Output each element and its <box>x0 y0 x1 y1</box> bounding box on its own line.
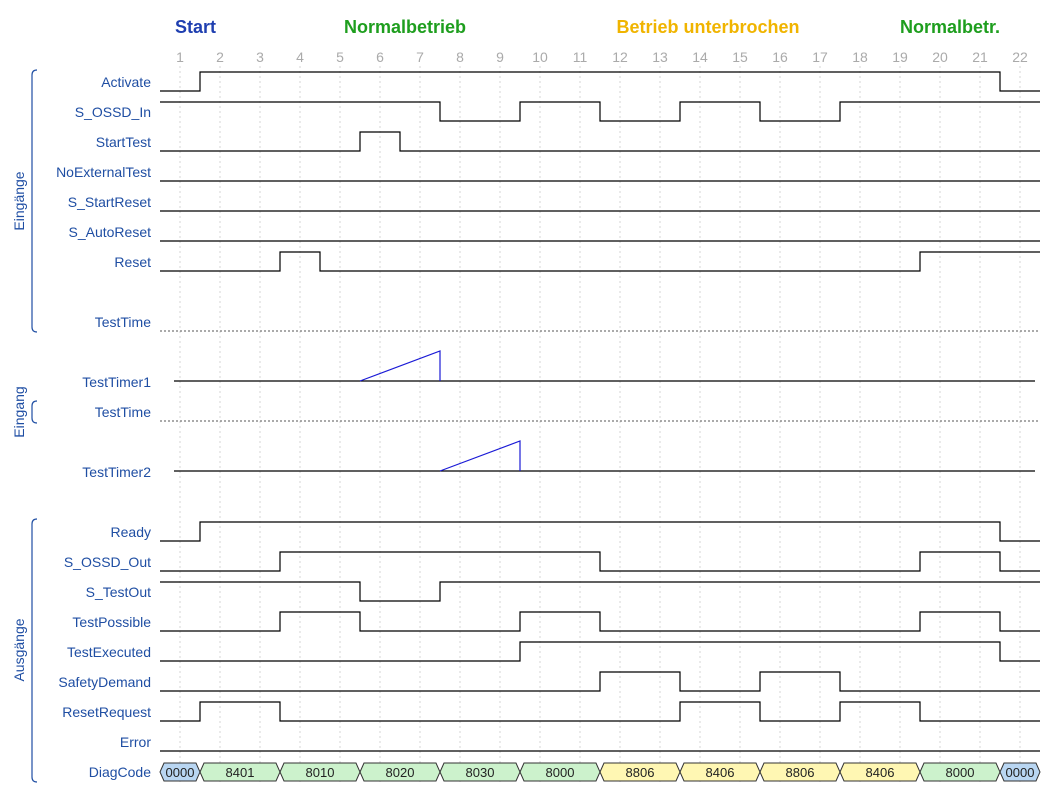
signal-label-starttest: StartTest <box>96 134 151 150</box>
step-number: 13 <box>652 49 668 65</box>
step-number: 5 <box>336 49 344 65</box>
group-brace <box>31 69 38 333</box>
step-number: 15 <box>732 49 748 65</box>
step-number: 18 <box>852 49 868 65</box>
waveform-s-ossd-in <box>160 101 1040 122</box>
phase-label: Start <box>175 17 216 37</box>
signal-label-noexternaltest: NoExternalTest <box>56 164 151 180</box>
signal-label-s-ossd-in: S_OSSD_In <box>75 104 151 120</box>
signal-label-s-ossd-out: S_OSSD_Out <box>64 554 151 570</box>
step-number: 7 <box>416 49 424 65</box>
step-number: 4 <box>296 49 304 65</box>
waveform-testexecuted <box>160 641 1040 662</box>
diagcode-value: 8406 <box>866 765 895 780</box>
waveform-safetydemand <box>160 671 1040 692</box>
diagcode-value: 8406 <box>706 765 735 780</box>
signal-label-testpossible: TestPossible <box>72 614 151 630</box>
step-number: 10 <box>532 49 548 65</box>
diagcode-value: 8806 <box>786 765 815 780</box>
signal-label-testtimer2: TestTimer2 <box>82 464 151 480</box>
grid-lines <box>179 66 1021 782</box>
diagcode-value: 8806 <box>626 765 655 780</box>
diagcode-value: 8030 <box>466 765 495 780</box>
waveform-ready <box>160 521 1040 542</box>
waveform-starttest <box>160 131 1040 152</box>
step-number: 22 <box>1012 49 1028 65</box>
step-number: 17 <box>812 49 828 65</box>
signal-label-testtime2: TestTime <box>95 404 151 420</box>
step-number: 3 <box>256 49 264 65</box>
diagcode-value: 8020 <box>386 765 415 780</box>
step-number: 8 <box>456 49 464 65</box>
signal-label-s-startreset: S_StartReset <box>68 194 151 210</box>
signal-label-ready: Ready <box>111 524 151 540</box>
diagcode-value: 0000 <box>1006 765 1035 780</box>
step-number: 2 <box>216 49 224 65</box>
step-number: 19 <box>892 49 908 65</box>
signal-label-testexecuted: TestExecuted <box>67 644 151 660</box>
group-brace <box>31 518 38 783</box>
step-number: 1 <box>176 49 184 65</box>
waveform-resetrequest <box>160 701 1040 722</box>
timer-ramp-testtimer2 <box>439 440 521 472</box>
signal-label-diagcode: DiagCode <box>89 764 151 780</box>
signal-label-reset: Reset <box>114 254 151 270</box>
waveform-activate <box>160 71 1040 92</box>
signal-label-resetrequest: ResetRequest <box>62 704 151 720</box>
diagcode-value: 8010 <box>306 765 335 780</box>
diagcode-value: 8401 <box>226 765 255 780</box>
diagcode-segment <box>999 762 1041 782</box>
waveform-s-ossd-out <box>160 551 1040 572</box>
waveform-s-testout <box>160 581 1040 602</box>
step-number: 20 <box>932 49 948 65</box>
group-label: Eingänge <box>11 171 27 230</box>
timer-ramp-testtimer1 <box>359 350 441 382</box>
step-number: 16 <box>772 49 788 65</box>
diagcode-value: 0000 <box>166 765 195 780</box>
step-number: 21 <box>972 49 988 65</box>
group-label: Ausgänge <box>11 618 27 681</box>
phase-label: Betrieb unterbrochen <box>616 17 799 37</box>
signal-label-activate: Activate <box>101 74 151 90</box>
step-number: 9 <box>496 49 504 65</box>
signal-label-error: Error <box>120 734 151 750</box>
waveform-testpossible <box>160 611 1040 632</box>
signal-label-testtime1: TestTime <box>95 314 151 330</box>
group-label: Eingang <box>11 386 27 437</box>
phase-label: Normalbetrieb <box>344 17 466 37</box>
step-number: 6 <box>376 49 384 65</box>
diagcode-value: 8000 <box>946 765 975 780</box>
signal-label-s-autoreset: S_AutoReset <box>69 224 152 240</box>
step-number: 12 <box>612 49 628 65</box>
signal-label-safetydemand: SafetyDemand <box>58 674 151 690</box>
step-number: 11 <box>573 49 588 65</box>
step-number: 14 <box>692 49 708 65</box>
waveform-reset <box>160 251 1040 272</box>
phase-label: Normalbetr. <box>900 17 1000 37</box>
group-brace <box>31 400 38 424</box>
diagcode-value: 8000 <box>546 765 575 780</box>
signal-label-testtimer1: TestTimer1 <box>82 374 151 390</box>
signal-label-s-testout: S_TestOut <box>86 584 151 600</box>
